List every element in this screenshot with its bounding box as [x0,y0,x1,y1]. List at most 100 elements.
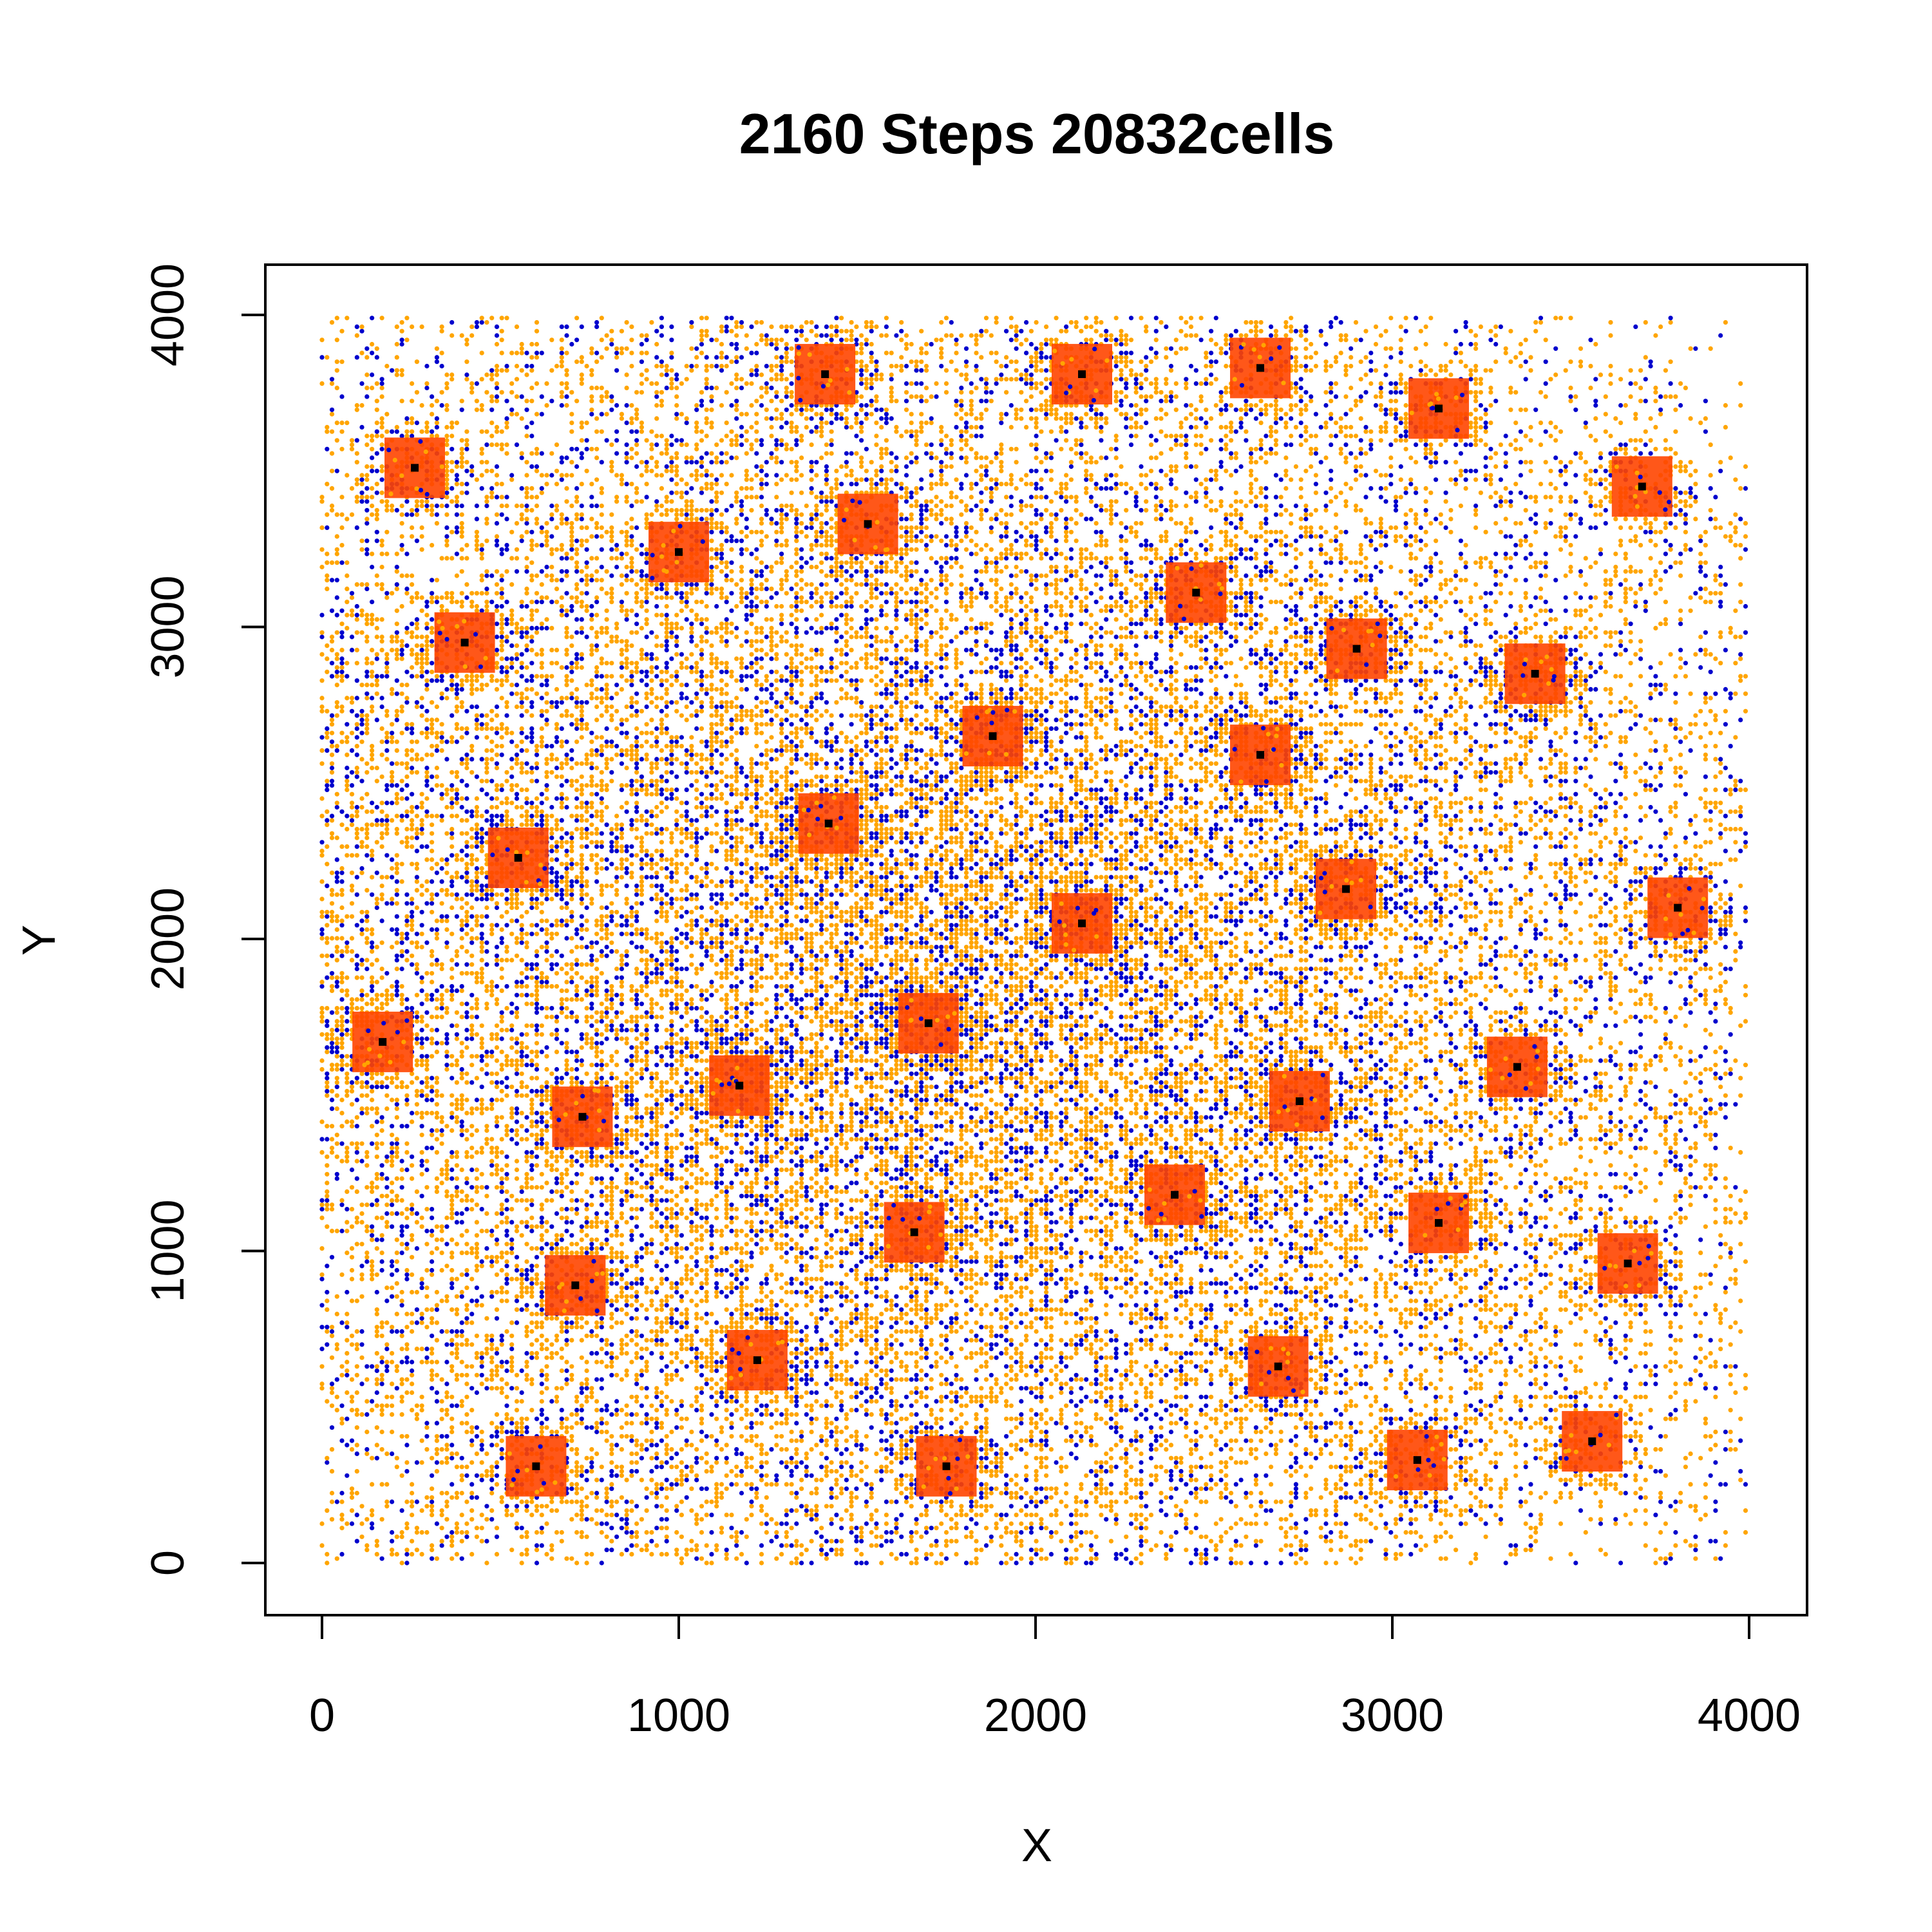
cell-point-orange [475,674,479,679]
cell-point-blue [345,775,349,779]
cell-point-orange [430,1456,434,1461]
cell-point-blue [390,1273,394,1277]
cell-point-orange [435,814,439,819]
cell-point-orange [524,433,529,438]
cell-point-blue [535,1303,539,1307]
cell-point-blue [464,491,469,495]
cell-point-orange [370,648,374,652]
cell-point-blue [535,1023,539,1028]
cell-point-orange [460,1102,464,1106]
cell-point-orange [390,1133,394,1137]
cell-point-orange [544,932,549,936]
cell-point-orange [480,403,484,408]
cell-point-orange [535,1356,539,1360]
cell-point-orange [330,634,334,639]
cell-point-blue [564,591,569,596]
cell-point-orange [455,1373,459,1378]
cell-point-orange [515,901,519,905]
cell-point-orange [495,1185,499,1189]
cell-point-orange [415,757,419,761]
cell-point-blue [325,1325,329,1329]
cell-point-orange [574,1054,579,1059]
cell-point-orange [509,788,514,792]
cell-point-orange [549,932,554,936]
cell-point-orange [524,1172,529,1177]
cell-point-orange [580,1325,584,1329]
cell-point-orange [339,1045,344,1050]
cell-point-orange [444,1504,449,1508]
cell-point-orange [359,473,364,477]
cell-point-orange [469,1251,474,1255]
cell-point-blue [469,705,474,709]
cell-point-blue [420,910,424,914]
cell-point-orange [365,621,369,626]
cell-point-orange [380,940,384,945]
cell-point-blue [574,1172,579,1177]
cell-point-orange [564,1425,569,1430]
cell-point-blue [554,700,559,705]
cell-point-orange [410,757,414,761]
cell-point-orange [460,513,464,517]
cell-point-orange [365,1255,369,1260]
cell-point-orange [325,578,329,582]
cell-point-orange [504,1251,509,1255]
cell-point-orange [390,591,394,596]
cell-point-orange [450,976,454,980]
cell-point-orange [350,949,354,954]
cell-point-orange [549,1032,554,1037]
cell-point-blue [495,945,499,949]
cell-point-orange [350,814,354,819]
cell-point-orange [450,1368,454,1373]
cell-point-orange [355,630,359,635]
cell-point-orange [335,359,339,364]
cell-point-orange [484,905,489,910]
cell-point-orange [544,796,549,800]
cell-point-blue [535,1028,539,1032]
cell-point-orange [489,1373,494,1378]
cell-point-blue [345,940,349,945]
cell-point-orange [500,958,504,962]
cell-point-blue [495,1351,499,1356]
cell-point-blue [335,1499,339,1504]
cell-point-orange [430,1504,434,1508]
cell-point-blue [500,665,504,670]
cell-point-orange [365,722,369,726]
cell-point-orange [520,923,524,927]
cell-point-orange [400,683,404,687]
cell-point-orange [450,372,454,377]
cell-point-orange [410,421,414,425]
cell-point-orange [420,1439,424,1443]
cell-point-orange [475,687,479,692]
cell-point-orange [350,438,354,442]
cell-point-blue [504,714,509,718]
cell-point-orange [380,1412,384,1417]
cell-point-orange [330,1229,334,1233]
cell-point-blue [380,1557,384,1561]
cell-point-orange [330,1491,334,1495]
cell-point-orange [515,896,519,901]
cell-point-orange [549,1351,554,1356]
cell-point-orange [464,1395,469,1399]
cell-point-orange [355,582,359,587]
cell-point-orange [404,573,409,578]
cell-point-orange [450,1539,454,1544]
cell-point-orange [515,1408,519,1412]
cell-point-blue [424,726,429,731]
cell-point-orange [480,1111,484,1115]
cell-point-blue [384,661,389,665]
cell-point-orange [404,1312,409,1316]
cell-point-orange [380,416,384,421]
cell-point-blue [560,726,564,731]
cell-point-orange [319,1364,324,1368]
cell-point-orange [365,1155,369,1159]
cell-point-blue [560,918,564,923]
cell-point-orange [524,1285,529,1290]
cell-point-blue [544,717,549,722]
cell-point-orange [395,325,399,329]
cell-point-orange [529,687,534,692]
cell-point-orange [430,513,434,517]
cell-point-orange [335,945,339,949]
cell-point-orange [400,761,404,766]
cell-point-orange [560,1425,564,1430]
cell-point-blue [475,1425,479,1430]
